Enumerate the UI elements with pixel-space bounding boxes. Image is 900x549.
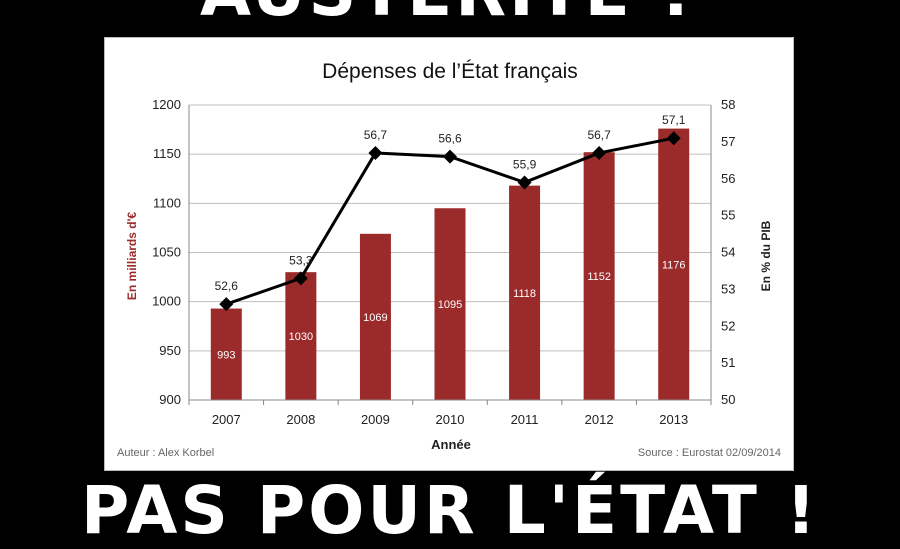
line-value-label: 52,6 — [215, 279, 239, 293]
x-tick-label: 2010 — [436, 412, 465, 427]
top-caption: AUSTÉRITÉ ? — [0, 0, 900, 26]
bar-value-label: 1118 — [513, 288, 536, 300]
y-tick-label: 1000 — [152, 294, 181, 309]
bar-value-label: 993 — [217, 349, 235, 361]
y-tick-label: 1050 — [152, 245, 181, 260]
author-credit: Auteur : Alex Korbel — [117, 447, 214, 459]
line-value-label: 55,9 — [513, 157, 537, 171]
chart-panel: Dépenses de l’État français 993 1030 1069 1… — [104, 37, 794, 471]
x-tick-label: 2007 — [212, 412, 241, 427]
x-tick-label: 2008 — [286, 412, 315, 427]
line-point — [517, 175, 532, 190]
bar — [359, 233, 391, 400]
chart: Dépenses de l’État français 993 1030 1069 1… — [117, 60, 781, 459]
line-point — [666, 131, 681, 146]
bar-value-label: 1030 — [289, 331, 313, 343]
bar-value-label: 1069 — [363, 312, 387, 324]
bar-value-label: 1176 — [662, 259, 686, 271]
bar — [658, 128, 690, 400]
bar — [210, 308, 242, 400]
y2-tick-label: 57 — [721, 134, 735, 149]
y2-tick-label: 55 — [721, 208, 735, 223]
bar-series: 993 1030 1069 1095 1118 1152 1176 — [210, 128, 690, 400]
y2-tick-label: 50 — [721, 392, 735, 407]
y-tick-label: 1150 — [153, 146, 181, 161]
line-point — [592, 145, 607, 160]
bar — [509, 185, 541, 400]
line-series: 52,6 53,3 56,7 56,6 55,9 56,7 57,1 — [215, 113, 686, 312]
bar — [285, 272, 317, 400]
bar — [434, 208, 466, 400]
y-tick-label: 950 — [159, 343, 181, 358]
bottom-caption: PAS POUR L'ÉTAT ! — [80, 472, 820, 549]
line-value-label: 56,6 — [438, 132, 462, 146]
bar-value-label: 1095 — [438, 299, 462, 311]
bar-value-label: 1152 — [587, 271, 611, 283]
y2-tick-label: 53 — [721, 281, 735, 296]
line-point — [293, 271, 308, 286]
y2-tick-label: 54 — [721, 245, 735, 260]
y-axis-label: En milliards d'€ — [125, 212, 139, 301]
y2-tick-label: 52 — [721, 318, 735, 333]
x-tick-label: 2013 — [659, 412, 688, 427]
line-point — [219, 297, 234, 312]
x-axis-label: Année — [431, 437, 471, 452]
y-tick-label: 1100 — [153, 195, 181, 210]
x-tick-label: 2012 — [585, 412, 614, 427]
y-tick-label: 1200 — [152, 97, 181, 112]
y2-axis-label: En % du PIB — [759, 220, 773, 291]
axes: 900 950 1000 1050 1100 1150 1200 50 51 52 53 54 55 56… — [152, 97, 735, 427]
source-credit: Source : Eurostat 02/09/2014 — [638, 447, 781, 459]
y2-tick-label: 56 — [721, 171, 735, 186]
y2-tick-label: 51 — [721, 355, 735, 370]
x-tick-label: 2011 — [511, 412, 539, 427]
x-tick-label: 2009 — [361, 412, 390, 427]
line-value-label: 56,7 — [587, 128, 611, 142]
y-tick-label: 900 — [159, 392, 181, 407]
line-value-label: 57,1 — [662, 113, 686, 127]
line-value-label: 53,3 — [289, 253, 313, 267]
line-value-label: 56,7 — [364, 128, 388, 142]
chart-title: Dépenses de l’État français — [322, 60, 578, 83]
y2-tick-label: 58 — [721, 97, 735, 112]
line-point — [368, 145, 383, 160]
bar — [583, 152, 615, 400]
line-point — [443, 149, 457, 164]
